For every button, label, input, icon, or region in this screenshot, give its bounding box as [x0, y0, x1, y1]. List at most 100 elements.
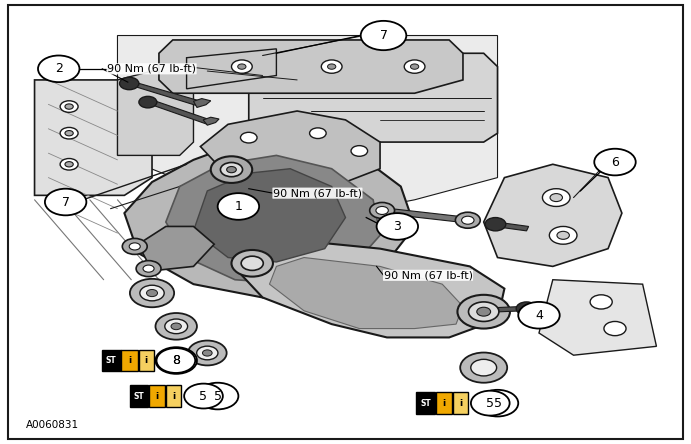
- Circle shape: [45, 189, 86, 215]
- Circle shape: [310, 128, 326, 139]
- Circle shape: [238, 64, 246, 69]
- Circle shape: [156, 348, 195, 373]
- Circle shape: [197, 383, 238, 409]
- Circle shape: [457, 295, 510, 329]
- Text: 5: 5: [200, 389, 207, 403]
- Text: 7: 7: [379, 29, 388, 42]
- Circle shape: [241, 256, 263, 270]
- Circle shape: [60, 127, 78, 139]
- Circle shape: [471, 359, 497, 376]
- Text: 4: 4: [535, 309, 543, 322]
- Circle shape: [155, 313, 197, 340]
- Circle shape: [146, 289, 158, 297]
- Circle shape: [164, 319, 188, 334]
- Circle shape: [184, 384, 223, 408]
- Circle shape: [455, 212, 480, 228]
- Circle shape: [202, 350, 212, 356]
- Text: 90 Nm (67 lb-ft): 90 Nm (67 lb-ft): [273, 188, 362, 198]
- Text: 8: 8: [172, 354, 180, 367]
- Text: 7: 7: [61, 195, 70, 209]
- Text: 5: 5: [214, 389, 222, 403]
- Text: i: i: [155, 392, 159, 400]
- Polygon shape: [249, 53, 498, 142]
- Circle shape: [130, 279, 174, 307]
- Circle shape: [477, 307, 491, 316]
- Text: ST: ST: [420, 399, 431, 408]
- FancyBboxPatch shape: [138, 350, 153, 371]
- FancyBboxPatch shape: [102, 350, 120, 371]
- Polygon shape: [159, 40, 463, 93]
- Circle shape: [604, 321, 626, 336]
- Circle shape: [377, 213, 418, 240]
- Text: 6: 6: [611, 155, 619, 169]
- Polygon shape: [117, 36, 498, 213]
- Circle shape: [129, 243, 140, 250]
- Polygon shape: [539, 280, 656, 355]
- Circle shape: [155, 347, 197, 374]
- Polygon shape: [187, 49, 276, 89]
- Circle shape: [211, 156, 252, 183]
- Polygon shape: [146, 100, 213, 124]
- Circle shape: [240, 132, 257, 143]
- Polygon shape: [124, 138, 415, 297]
- Polygon shape: [35, 80, 152, 195]
- Circle shape: [361, 21, 406, 50]
- FancyBboxPatch shape: [122, 350, 138, 371]
- Circle shape: [171, 323, 181, 329]
- Circle shape: [370, 202, 395, 218]
- Text: ST: ST: [106, 356, 117, 365]
- Text: i: i: [459, 399, 462, 408]
- Circle shape: [542, 189, 570, 206]
- Circle shape: [60, 159, 78, 170]
- Circle shape: [140, 285, 164, 301]
- Circle shape: [197, 346, 218, 360]
- Circle shape: [468, 302, 499, 321]
- Circle shape: [65, 162, 73, 167]
- Circle shape: [557, 231, 569, 239]
- Circle shape: [65, 131, 73, 136]
- Circle shape: [136, 261, 161, 277]
- Text: i: i: [442, 399, 446, 408]
- Circle shape: [218, 193, 259, 220]
- Circle shape: [188, 341, 227, 365]
- Text: 8: 8: [172, 354, 180, 367]
- Polygon shape: [117, 62, 193, 155]
- Polygon shape: [242, 240, 504, 337]
- Circle shape: [38, 56, 79, 82]
- Text: A0060831: A0060831: [26, 420, 79, 430]
- Circle shape: [122, 238, 147, 254]
- Circle shape: [460, 353, 507, 383]
- Circle shape: [60, 101, 78, 112]
- Text: 2: 2: [55, 62, 63, 75]
- Circle shape: [471, 391, 509, 416]
- FancyBboxPatch shape: [149, 385, 165, 407]
- Polygon shape: [484, 164, 622, 266]
- Polygon shape: [193, 99, 211, 107]
- Circle shape: [65, 104, 73, 109]
- Text: 5: 5: [486, 396, 494, 410]
- Circle shape: [518, 302, 560, 329]
- Circle shape: [410, 64, 419, 69]
- Circle shape: [139, 96, 157, 108]
- Circle shape: [231, 250, 273, 277]
- Polygon shape: [494, 222, 529, 231]
- Circle shape: [516, 302, 537, 315]
- FancyBboxPatch shape: [436, 392, 453, 414]
- Text: 5: 5: [493, 396, 502, 410]
- Circle shape: [351, 146, 368, 156]
- Circle shape: [550, 194, 562, 202]
- Circle shape: [227, 166, 236, 173]
- Polygon shape: [166, 155, 380, 284]
- Circle shape: [376, 206, 388, 214]
- Text: 1: 1: [234, 200, 243, 213]
- Text: 90 Nm (67 lb-ft): 90 Nm (67 lb-ft): [384, 270, 473, 280]
- Circle shape: [590, 295, 612, 309]
- Circle shape: [46, 190, 85, 214]
- Circle shape: [485, 218, 506, 231]
- Text: ST: ST: [133, 392, 144, 400]
- Polygon shape: [470, 306, 525, 313]
- Polygon shape: [193, 169, 346, 262]
- Polygon shape: [200, 111, 380, 186]
- Polygon shape: [269, 258, 463, 329]
- Polygon shape: [380, 208, 470, 223]
